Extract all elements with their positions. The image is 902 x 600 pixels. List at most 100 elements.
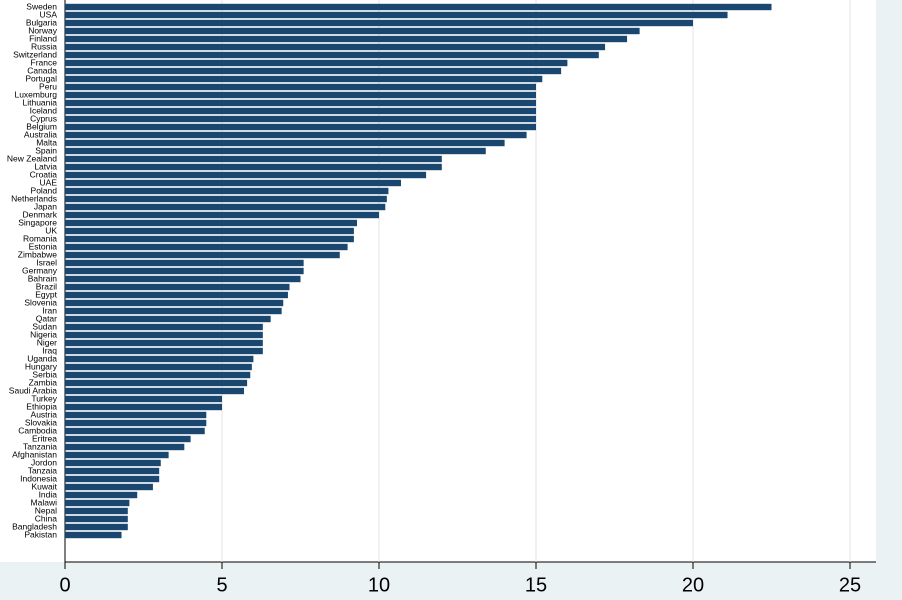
y-tick-label: Indonesia	[20, 473, 57, 483]
y-tick-label: Iceland	[30, 105, 58, 115]
y-tick-label: Peru	[39, 81, 57, 91]
y-tick-label: Belgium	[26, 121, 57, 131]
bar	[65, 491, 138, 499]
bar	[65, 299, 284, 307]
bar	[65, 235, 354, 243]
bar	[65, 43, 606, 51]
y-tick-label: Finland	[29, 33, 57, 43]
y-tick-label: Tanzania	[23, 441, 57, 451]
y-tick-label: Sweden	[26, 1, 57, 11]
bar	[65, 483, 153, 491]
bar	[65, 59, 568, 67]
y-tick-label: Slovenia	[24, 297, 57, 307]
y-tick-label: Slovakia	[25, 417, 57, 427]
bar	[65, 251, 340, 259]
y-tick-label: Luxemburg	[14, 89, 57, 99]
y-tick-label: Singapore	[18, 217, 57, 227]
bar	[65, 115, 536, 123]
y-tick-label: Nepal	[35, 505, 57, 515]
bar	[65, 435, 191, 443]
bar	[65, 35, 628, 43]
bar	[65, 243, 348, 251]
y-tick-label: Spain	[35, 145, 57, 155]
y-tick-label: Pakistan	[24, 529, 57, 539]
bar	[65, 107, 536, 115]
y-tick-label: France	[31, 57, 58, 67]
y-tick-label: Denmark	[23, 209, 58, 219]
x-tick-label: 15	[525, 574, 547, 596]
y-tick-label: Serbia	[32, 369, 57, 379]
bar	[65, 99, 536, 107]
bar	[65, 179, 401, 187]
y-tick-label: Portugal	[25, 73, 57, 83]
y-tick-label: UAE	[40, 177, 58, 187]
bar	[65, 91, 536, 99]
bar	[65, 379, 248, 387]
bar	[65, 443, 185, 451]
bar	[65, 19, 693, 27]
y-tick-label: Cambodia	[18, 425, 57, 435]
bar	[65, 3, 772, 11]
bar	[65, 227, 354, 235]
bar	[65, 27, 640, 35]
y-tick-label: Ethiopia	[26, 401, 57, 411]
y-tick-label: Saudi Arabia	[9, 385, 57, 395]
bar	[65, 51, 599, 59]
bar	[65, 83, 536, 91]
bar	[65, 363, 252, 371]
y-tick-label: Afghanistan	[12, 449, 57, 459]
bar	[65, 411, 207, 419]
y-tick-label: Malawi	[31, 497, 58, 507]
y-tick-label: Austria	[31, 409, 58, 419]
y-tick-label: UK	[45, 225, 57, 235]
y-tick-label: Egypt	[35, 289, 57, 299]
bar	[65, 275, 301, 283]
bar	[65, 139, 505, 147]
y-tick-label: Norway	[28, 25, 58, 35]
y-tick-label: Latvia	[34, 161, 57, 171]
y-tick-label: Iran	[42, 305, 57, 315]
x-tick-label: 20	[682, 574, 704, 596]
y-tick-label: Nigeria	[30, 329, 57, 339]
y-tick-label: Croatia	[30, 169, 58, 179]
bar	[65, 283, 290, 291]
bar	[65, 291, 288, 299]
y-tick-label: Estonia	[29, 241, 58, 251]
bar	[65, 171, 427, 179]
bar	[65, 339, 263, 347]
bar	[65, 419, 207, 427]
bar	[65, 515, 128, 523]
y-tick-label: Cyprus	[30, 113, 57, 123]
y-tick-label: Kuwait	[31, 481, 57, 491]
y-tick-label: Eritrea	[32, 433, 57, 443]
x-tick-label: 25	[839, 574, 861, 596]
x-tick-label: 5	[216, 574, 227, 596]
y-tick-label: New Zealand	[7, 153, 57, 163]
x-tick-label: 0	[59, 574, 70, 596]
y-tick-label: Hungary	[25, 361, 58, 371]
y-tick-label: Poland	[31, 185, 58, 195]
bar	[65, 67, 562, 75]
bar	[65, 131, 527, 139]
bar	[65, 355, 254, 363]
y-tick-label: Netherlands	[11, 193, 57, 203]
bar	[65, 387, 244, 395]
y-tick-label: Russia	[31, 41, 57, 51]
bar	[65, 475, 160, 483]
bar	[65, 123, 536, 131]
y-tick-label: Uganda	[27, 353, 57, 363]
bar	[65, 11, 728, 19]
bar	[65, 195, 387, 203]
bar	[65, 427, 205, 435]
y-tick-label: Lithuania	[22, 97, 57, 107]
bar	[65, 523, 128, 531]
y-tick-label: Jordon	[31, 457, 57, 467]
y-tick-label: Turkey	[31, 393, 57, 403]
bar	[65, 507, 128, 515]
bar	[65, 531, 122, 539]
bar	[65, 147, 486, 155]
y-tick-label: Switzerland	[13, 49, 57, 59]
y-tick-label: Qatar	[36, 313, 57, 323]
bar	[65, 211, 379, 219]
